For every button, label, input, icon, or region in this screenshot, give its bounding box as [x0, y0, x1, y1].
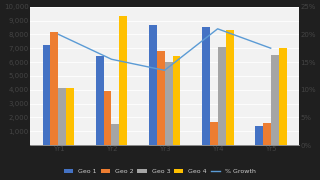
Bar	[164, 62, 172, 145]
Bar	[43, 45, 51, 145]
Bar	[149, 25, 156, 145]
Bar	[111, 124, 119, 145]
Legend: Geo 1, Geo 2, Geo 3, Geo 4, % Growth: Geo 1, Geo 2, Geo 3, Geo 4, % Growth	[61, 166, 259, 177]
Bar	[263, 123, 271, 145]
Bar	[51, 31, 59, 145]
Bar	[104, 91, 111, 145]
Bar	[119, 16, 127, 145]
Bar	[218, 47, 226, 145]
Bar	[96, 57, 104, 145]
Bar	[66, 88, 74, 145]
Bar	[210, 122, 218, 145]
Bar	[271, 55, 279, 145]
Bar	[279, 48, 287, 145]
Bar	[255, 126, 263, 145]
Bar	[202, 27, 210, 145]
Bar	[156, 51, 164, 145]
Bar	[172, 57, 180, 145]
Bar	[226, 30, 234, 145]
Bar	[59, 88, 66, 145]
